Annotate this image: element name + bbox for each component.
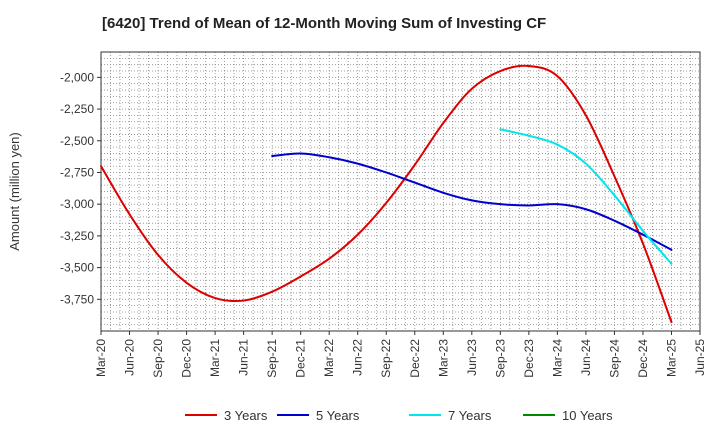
y-tick-label: -3,750: [60, 292, 94, 306]
x-tick-label: Jun-24: [579, 339, 593, 376]
y-tick-label: -2,250: [60, 102, 94, 116]
x-tick-label: Mar-24: [550, 339, 564, 377]
y-axis-label: Amount (million yen): [7, 132, 22, 251]
x-tick-label: Dec-24: [636, 339, 650, 378]
x-tick-label: Sep-21: [265, 339, 279, 378]
y-tick-label: -3,250: [60, 229, 94, 243]
x-tick-label: Jun-20: [123, 339, 137, 376]
x-tick-label: Dec-21: [294, 339, 308, 378]
y-tick-label: -3,500: [60, 261, 94, 275]
grid-layer: [101, 52, 700, 331]
x-tick-label: Dec-23: [522, 339, 536, 378]
x-tick-label: Dec-22: [408, 339, 422, 378]
x-tick-label: Mar-25: [664, 339, 678, 377]
plot-border: [100, 51, 701, 332]
x-tick-label: Mar-21: [208, 339, 222, 377]
series-line-7-years: [499, 128, 673, 265]
axis-layer: -2,000 -2,250 -2,500 -2,750 -3,000 -3,250 -3,5…: [7, 51, 707, 378]
x-tick-label: Mar-20: [94, 339, 108, 377]
legend-label-7-years: 7 Years: [448, 408, 492, 423]
series-line-5-years: [271, 152, 673, 251]
x-tick-label: Sep-22: [379, 339, 393, 378]
y-tick-label: -2,500: [60, 134, 94, 148]
series-layer: [100, 64, 673, 324]
chart-title: [6420] Trend of Mean of 12-Month Moving …: [102, 15, 547, 32]
y-tick-label: -2,750: [60, 165, 94, 179]
x-tick-label: Jun-23: [465, 339, 479, 376]
x-tick-label: Sep-20: [151, 339, 165, 378]
legend-label-5-years: 5 Years: [316, 408, 360, 423]
series-line-3-years: [100, 64, 673, 324]
y-tick-label: -3,000: [60, 197, 94, 211]
legend-label-3-years: 3 Years: [224, 408, 268, 423]
x-tick-label: Sep-23: [493, 339, 507, 378]
x-tick-label: Sep-24: [607, 339, 621, 378]
legend-label-10-years: 10 Years: [562, 408, 613, 423]
x-tick-label: Mar-23: [436, 339, 450, 377]
x-tick-label: Mar-22: [322, 339, 336, 377]
legend-layer: 3 Years 5 Years 7 Years 10 Years: [185, 408, 613, 423]
y-tick-label: -2,000: [60, 70, 94, 84]
x-tick-label: Dec-20: [180, 339, 194, 378]
x-tick-label: Jun-22: [351, 339, 365, 376]
x-tick-label: Jun-25: [693, 339, 707, 376]
x-tick-label: Jun-21: [237, 339, 251, 376]
